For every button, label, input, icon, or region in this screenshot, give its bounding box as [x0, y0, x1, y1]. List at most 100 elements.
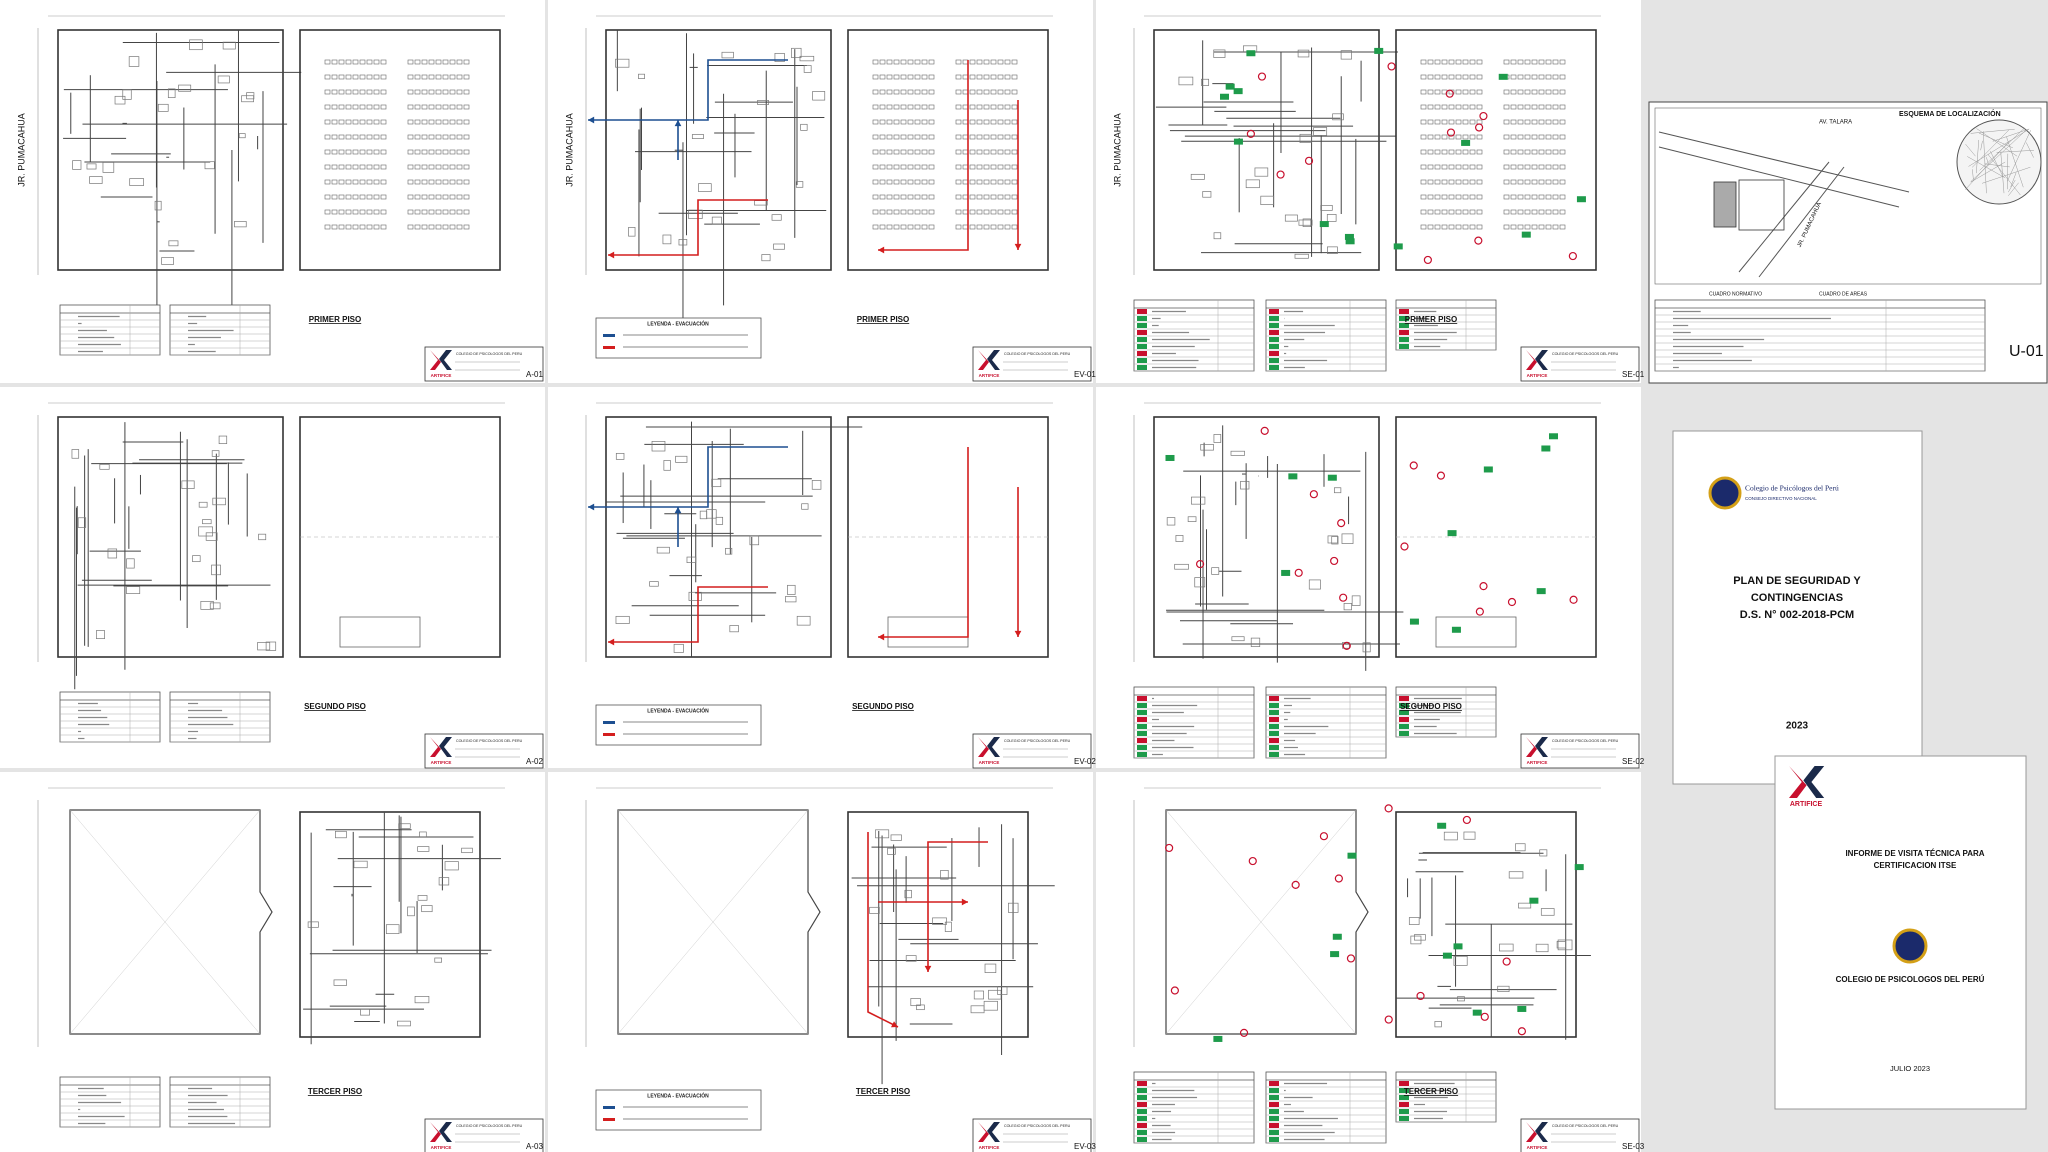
seat — [352, 119, 359, 125]
seat — [1462, 149, 1469, 155]
seat — [359, 194, 366, 200]
furniture — [1351, 595, 1361, 606]
seat — [324, 89, 331, 95]
seat — [428, 209, 435, 215]
seat — [955, 119, 962, 125]
seat — [1441, 164, 1448, 170]
furniture — [774, 52, 785, 62]
floor-title: PRIMER PISO — [1405, 315, 1457, 324]
avenue-label: AV. TALARA — [1819, 120, 1852, 126]
schedule-table — [59, 691, 161, 743]
seat — [324, 149, 331, 155]
street-name: JR. PUMACAHUA — [16, 113, 26, 187]
seat — [990, 119, 997, 125]
seat — [414, 179, 421, 185]
seat — [414, 194, 421, 200]
seat — [1420, 74, 1427, 80]
sheet-background — [548, 772, 1093, 1152]
legend-box — [595, 1089, 762, 1131]
seat — [1510, 59, 1517, 65]
roof-diagonal — [69, 809, 261, 1035]
exit-sign — [1576, 196, 1586, 203]
seat — [1427, 89, 1434, 95]
furniture — [1194, 577, 1206, 588]
sheet-code: SE-02 — [1622, 757, 1645, 766]
fire-equipment — [1479, 582, 1488, 591]
fire-equipment — [1474, 236, 1483, 245]
logo-name: Colegio de Psicólogos del Perú — [1745, 484, 1839, 493]
stair — [339, 616, 421, 648]
furniture — [167, 88, 176, 99]
furniture — [1187, 516, 1197, 522]
client-name: COLEGIO DE PSICOLOGOS DEL PERU — [1004, 352, 1071, 356]
sign-icon — [1269, 1123, 1279, 1128]
fire-equipment — [1294, 568, 1303, 577]
sheet-code: EV-01 — [1074, 370, 1096, 379]
seat — [1503, 194, 1510, 200]
fire-equipment — [1195, 559, 1205, 569]
seat — [366, 74, 373, 80]
client-name: COLEGIO DE PSICOLOGOS DEL PERU — [1004, 739, 1071, 743]
furniture — [1298, 219, 1313, 226]
furniture — [997, 986, 1008, 995]
evacuation-route — [878, 447, 969, 638]
sign-icon — [1269, 1095, 1279, 1100]
seat — [1448, 149, 1455, 155]
key-map-street — [2008, 179, 2016, 193]
seat — [1441, 194, 1448, 200]
seat — [366, 134, 373, 140]
exit-sign — [1374, 47, 1384, 54]
seat — [1517, 119, 1524, 125]
seat — [914, 89, 921, 95]
furniture — [200, 600, 214, 610]
seat — [1552, 149, 1559, 155]
seat — [352, 104, 359, 110]
key-map-street — [1980, 140, 1983, 151]
seat — [1517, 224, 1524, 230]
seat — [1011, 74, 1018, 80]
seat — [1559, 89, 1566, 95]
legend-swatch — [603, 1118, 615, 1121]
floor-title: SEGUNDO PISO — [852, 702, 914, 711]
seat — [1004, 134, 1011, 140]
seat — [456, 194, 463, 200]
seat — [1476, 164, 1483, 170]
seat — [921, 209, 928, 215]
seat — [421, 104, 428, 110]
seat — [442, 89, 449, 95]
seat — [366, 224, 373, 230]
seat — [1427, 74, 1434, 80]
brand: ARTIFICE — [979, 1145, 1000, 1150]
seat — [407, 89, 414, 95]
seat — [886, 59, 893, 65]
key-map-street — [1981, 166, 2031, 184]
seat — [1434, 119, 1441, 125]
fire-equipment — [1346, 954, 1356, 963]
logo-mark — [430, 1122, 441, 1142]
seat — [893, 134, 900, 140]
logo-mark — [439, 1122, 452, 1142]
furniture — [905, 955, 917, 962]
seat — [373, 149, 380, 155]
key-map-street — [1984, 163, 2010, 168]
seat — [359, 179, 366, 185]
seat — [879, 89, 886, 95]
logo-mark — [1789, 766, 1807, 798]
sign-icon — [1399, 344, 1409, 349]
furniture — [1332, 113, 1344, 121]
seat — [879, 74, 886, 80]
schedule-table — [1395, 299, 1497, 351]
seat — [983, 194, 990, 200]
seat — [900, 74, 907, 80]
furniture — [1518, 902, 1532, 909]
seat — [1552, 194, 1559, 200]
seat — [1552, 179, 1559, 185]
evacuation-route — [588, 446, 788, 508]
seat — [463, 179, 470, 185]
building-outline — [847, 811, 1029, 1038]
seat — [428, 149, 435, 155]
furniture — [1178, 76, 1194, 86]
seat — [955, 164, 962, 170]
logo-subtitle: CONSEJO DIRECTIVO NACIONAL — [1745, 496, 1817, 501]
furniture — [189, 39, 203, 51]
